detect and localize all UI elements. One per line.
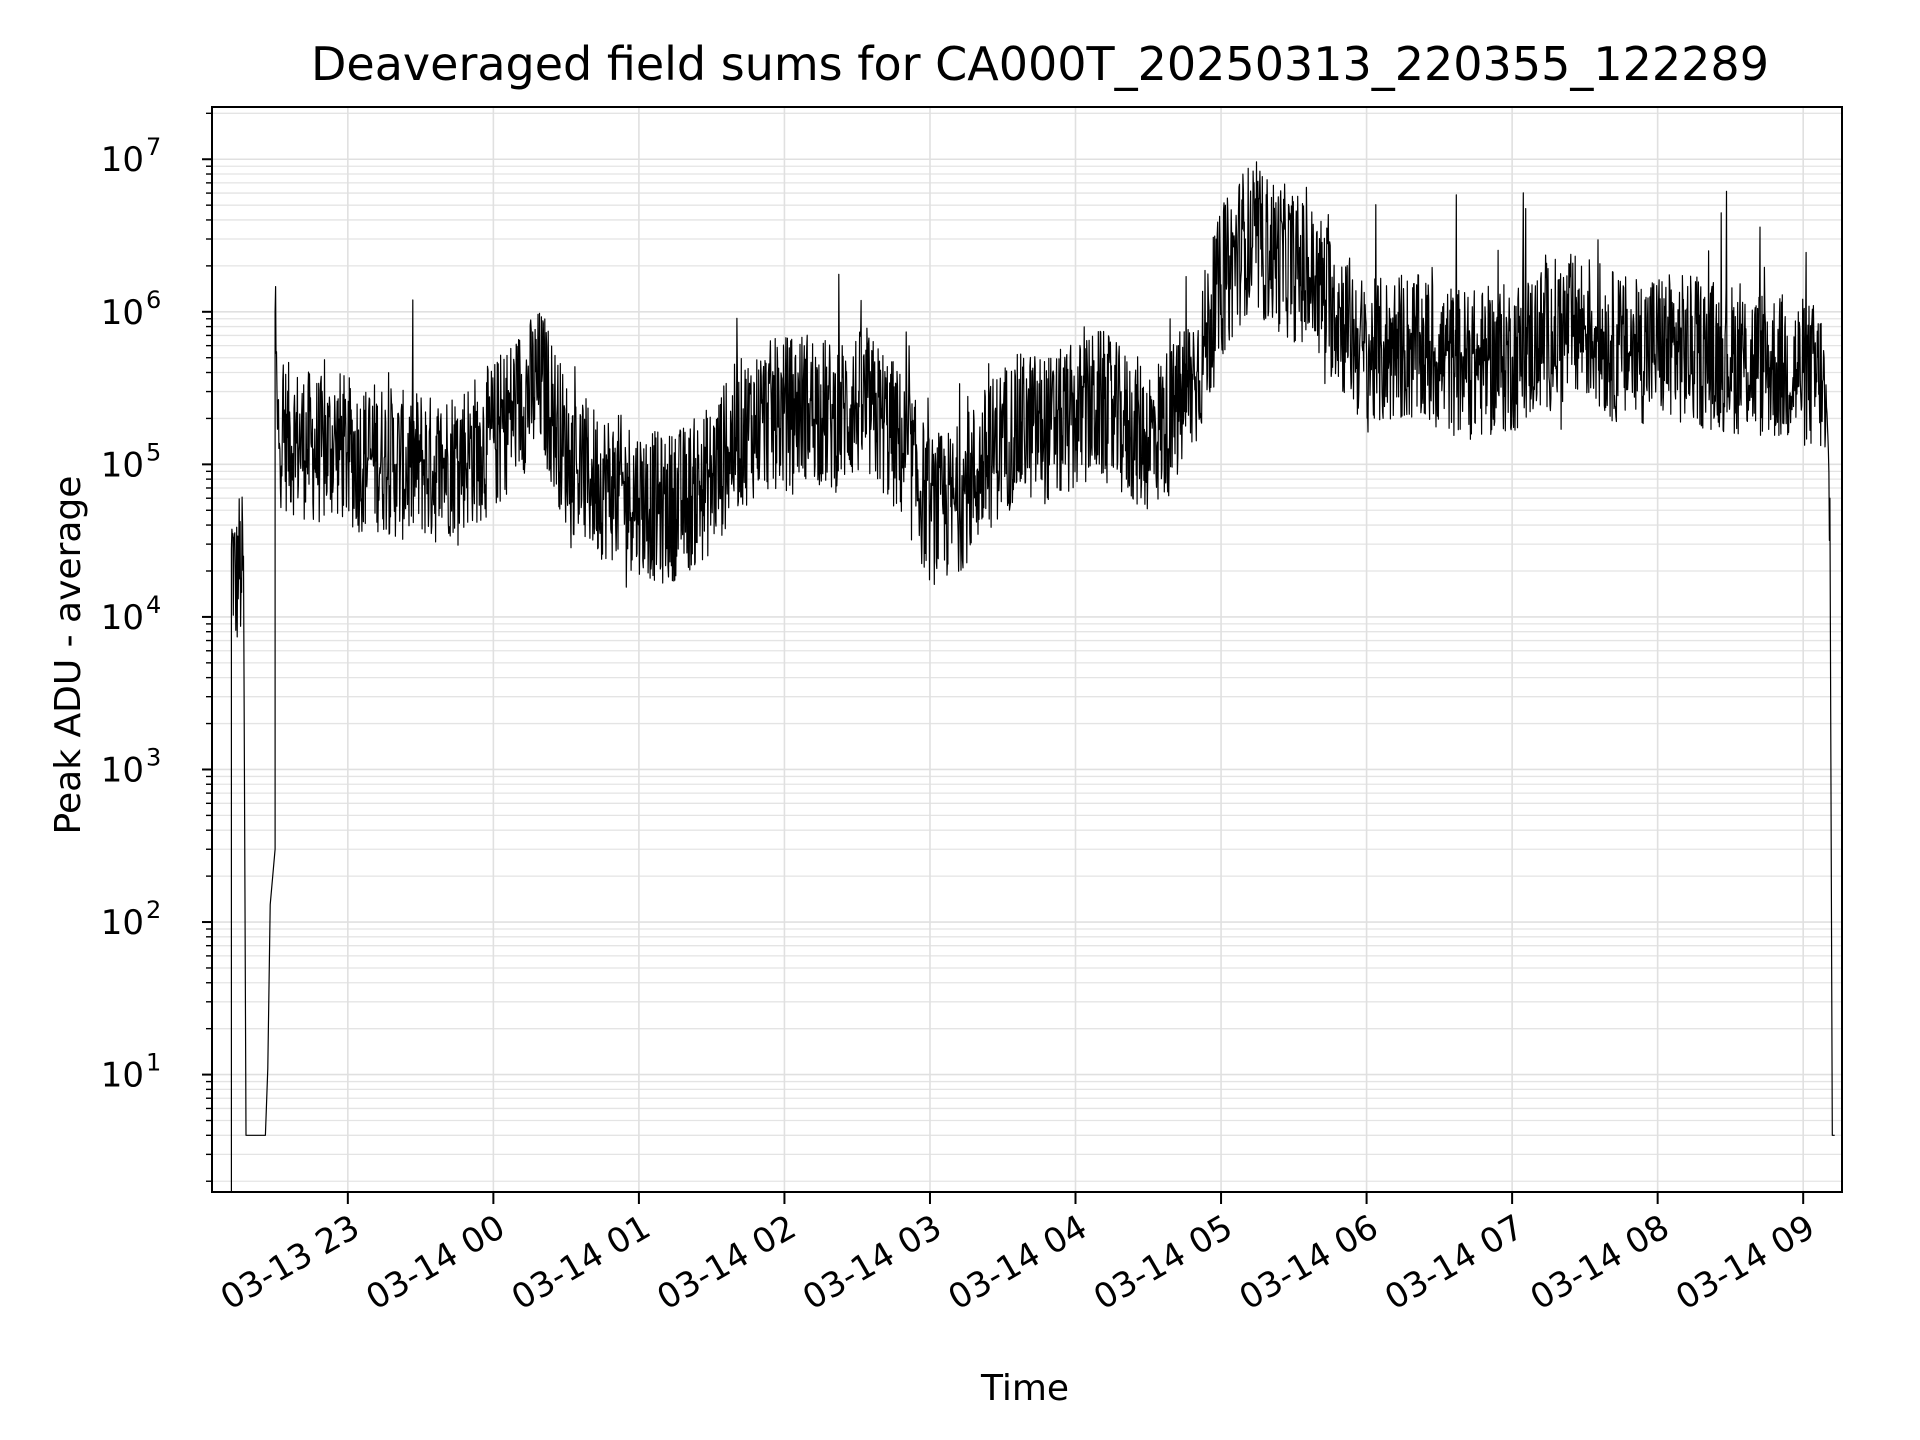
y-tick-label: 10: [101, 598, 144, 638]
x-tick-label: 03-14 04: [942, 1207, 1094, 1318]
y-tick-label: 10: [101, 750, 144, 790]
series-layer: [230, 161, 1835, 1192]
x-tick-label: 03-14 06: [1233, 1207, 1385, 1318]
x-tick-label: 03-14 07: [1378, 1207, 1530, 1318]
series-line: [230, 161, 1835, 1192]
chart-title: Deaveraged field sums for CA000T_2025031…: [311, 37, 1769, 91]
x-tick-label: 03-14 02: [651, 1207, 803, 1318]
y-tick-label: 10: [101, 903, 144, 943]
x-axis-label: Time: [980, 1368, 1069, 1409]
y-tick-label: 10: [101, 1056, 144, 1096]
y-tick-exponent: 7: [146, 133, 161, 161]
x-tick-label: 03-14 08: [1524, 1207, 1676, 1318]
y-tick-exponent: 6: [146, 286, 161, 314]
y-tick-label: 10: [101, 140, 144, 180]
y-tick-exponent: 4: [146, 591, 161, 619]
x-tick-label: 03-14 03: [796, 1207, 948, 1318]
grid: [212, 107, 1842, 1192]
y-axis-label: Peak ADU - average: [48, 476, 89, 835]
plot-frame: [211, 106, 1843, 1193]
y-tick-label: 10: [101, 445, 144, 485]
y-tick-exponent: 3: [146, 743, 161, 771]
x-tick-label: 03-14 00: [359, 1207, 511, 1318]
y-tick-exponent: 5: [146, 438, 161, 466]
y-tick-exponent: 1: [146, 1049, 161, 1077]
y-tick-exponent: 2: [146, 896, 161, 924]
x-tick-label: 03-14 05: [1087, 1207, 1239, 1318]
x-tick-label: 03-14 09: [1669, 1207, 1821, 1318]
axes: [211, 106, 1843, 1193]
y-tick-label: 10: [101, 293, 144, 333]
x-tick-label: 03-13 23: [214, 1207, 366, 1318]
x-tick-label: 03-14 01: [505, 1207, 657, 1318]
